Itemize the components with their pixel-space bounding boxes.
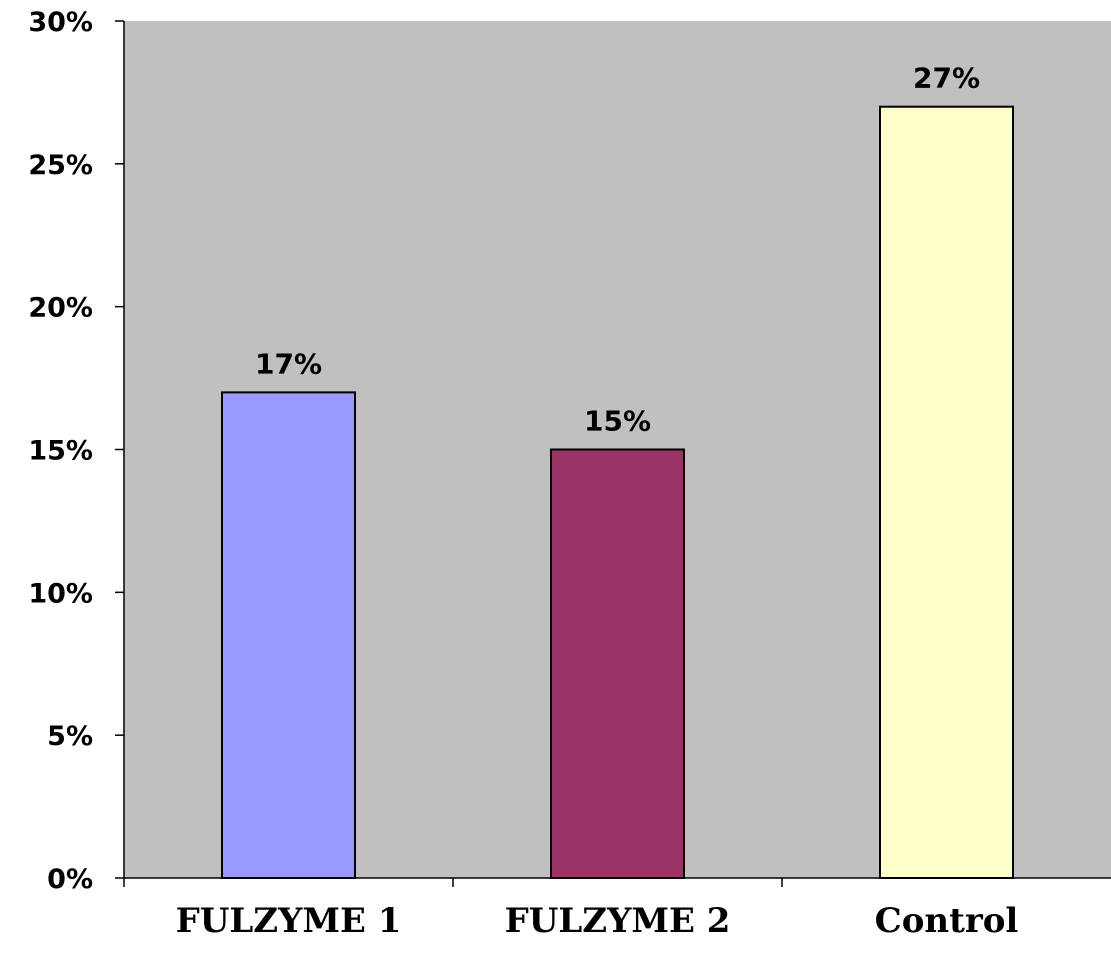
x-category-label-2: FULZYME 2	[505, 901, 731, 941]
y-tick-label-5: 25%	[28, 150, 93, 181]
y-tick-label-6: 30%	[28, 7, 93, 38]
y-tick-label-3: 15%	[28, 436, 93, 467]
x-category-label-1: FULZYME 1	[176, 901, 402, 941]
x-category-label-3: Control	[875, 901, 1019, 941]
data-label-3: 27%	[913, 62, 980, 95]
bar-1	[221, 391, 356, 879]
bar-3	[879, 105, 1014, 879]
y-tick-label-2: 10%	[28, 578, 93, 609]
data-label-2: 15%	[584, 405, 651, 438]
y-tick-label-1: 5%	[47, 721, 93, 752]
axes-layer	[115, 20, 1111, 887]
y-tick-label-0: 0%	[47, 864, 93, 895]
bars-layer	[221, 105, 1014, 879]
bar-2	[550, 448, 685, 879]
data-label-1: 17%	[255, 347, 322, 380]
labels-layer: 17% FULZYME 1 15% FULZYME 2 27% Control 0% 5% 10…	[28, 7, 1018, 941]
y-tick-label-4: 20%	[28, 293, 93, 324]
